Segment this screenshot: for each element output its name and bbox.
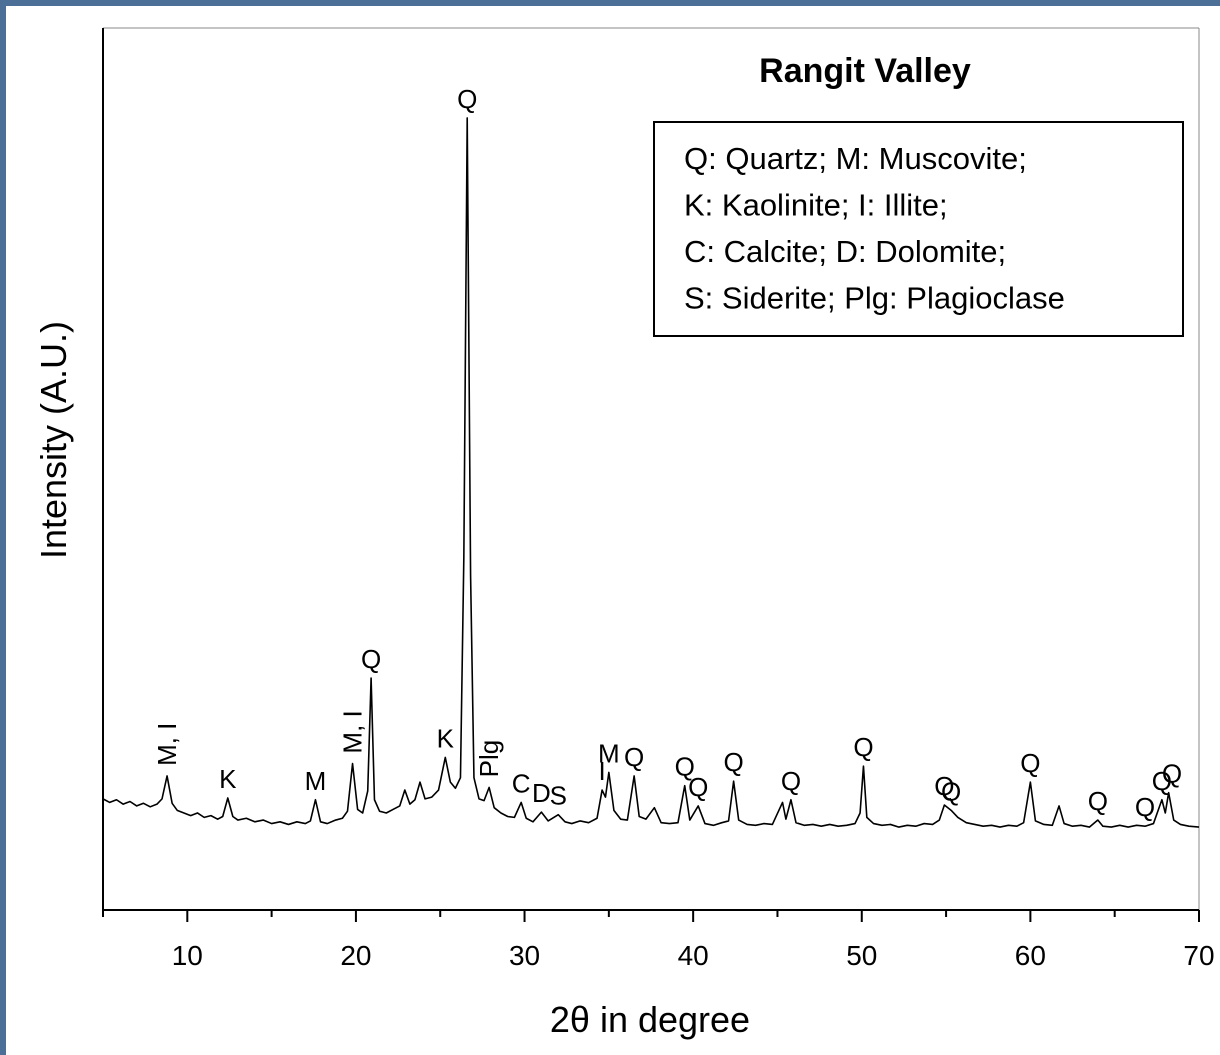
y-axis-label: Intensity (A.U.) (33, 321, 74, 559)
peak-label: Q (457, 84, 477, 114)
peak-label: Q (688, 772, 708, 802)
peak-label: Q (934, 771, 954, 801)
legend-entry: S: Siderite; Plg: Plagioclase (684, 281, 1065, 316)
peak-label: Q (624, 742, 644, 772)
peak-label: M (305, 766, 327, 796)
legend-entry: Q: Quartz; M: Muscovite; (684, 141, 1027, 176)
legend-box (653, 121, 1184, 337)
peak-label: Q (1135, 792, 1155, 822)
x-tick-label: 40 (678, 940, 709, 971)
peak-label: K (219, 764, 237, 794)
peak-label: Q (1152, 766, 1172, 796)
peak-label: S (550, 781, 567, 811)
peak-label: K (437, 723, 455, 753)
peak-label: M, I (338, 710, 368, 753)
peak-label: Q (675, 752, 695, 782)
x-tick-label: 30 (509, 940, 540, 971)
peak-label: Q (1020, 748, 1040, 778)
xrd-line (102, 117, 1200, 828)
x-tick-label: 70 (1183, 940, 1214, 971)
peak-label: Q (1088, 786, 1108, 816)
peak-label: D (532, 778, 551, 808)
peak-label: M (598, 738, 620, 768)
chart: Rangit Valley 2θ in degree Intensity (A.… (33, 27, 1215, 1040)
x-tick-label: 60 (1015, 940, 1046, 971)
peak-label: I (598, 756, 605, 786)
peak-label: Q (361, 644, 381, 674)
page: Rangit Valley 2θ in degree Intensity (A.… (6, 6, 1220, 1055)
x-tick-label: 20 (340, 940, 371, 971)
legend-entry: C: Calcite; D: Dolomite; (684, 234, 1006, 269)
x-tick-label: 10 (172, 940, 203, 971)
peak-label: Q (941, 776, 961, 806)
peak-label: M, I (152, 723, 182, 766)
peak-label: C (512, 768, 531, 798)
peak-label: Q (724, 747, 744, 777)
peak-label: Q (1162, 759, 1182, 789)
peak-label: Q (853, 732, 873, 762)
legend-entry: K: Kaolinite; I: Illite; (684, 188, 948, 223)
chart-title: Rangit Valley (759, 52, 971, 90)
x-axis-label: 2θ in degree (550, 999, 750, 1040)
x-tick-label: 50 (846, 940, 877, 971)
peak-label: Q (781, 766, 801, 796)
peak-label: Plg (474, 740, 504, 778)
